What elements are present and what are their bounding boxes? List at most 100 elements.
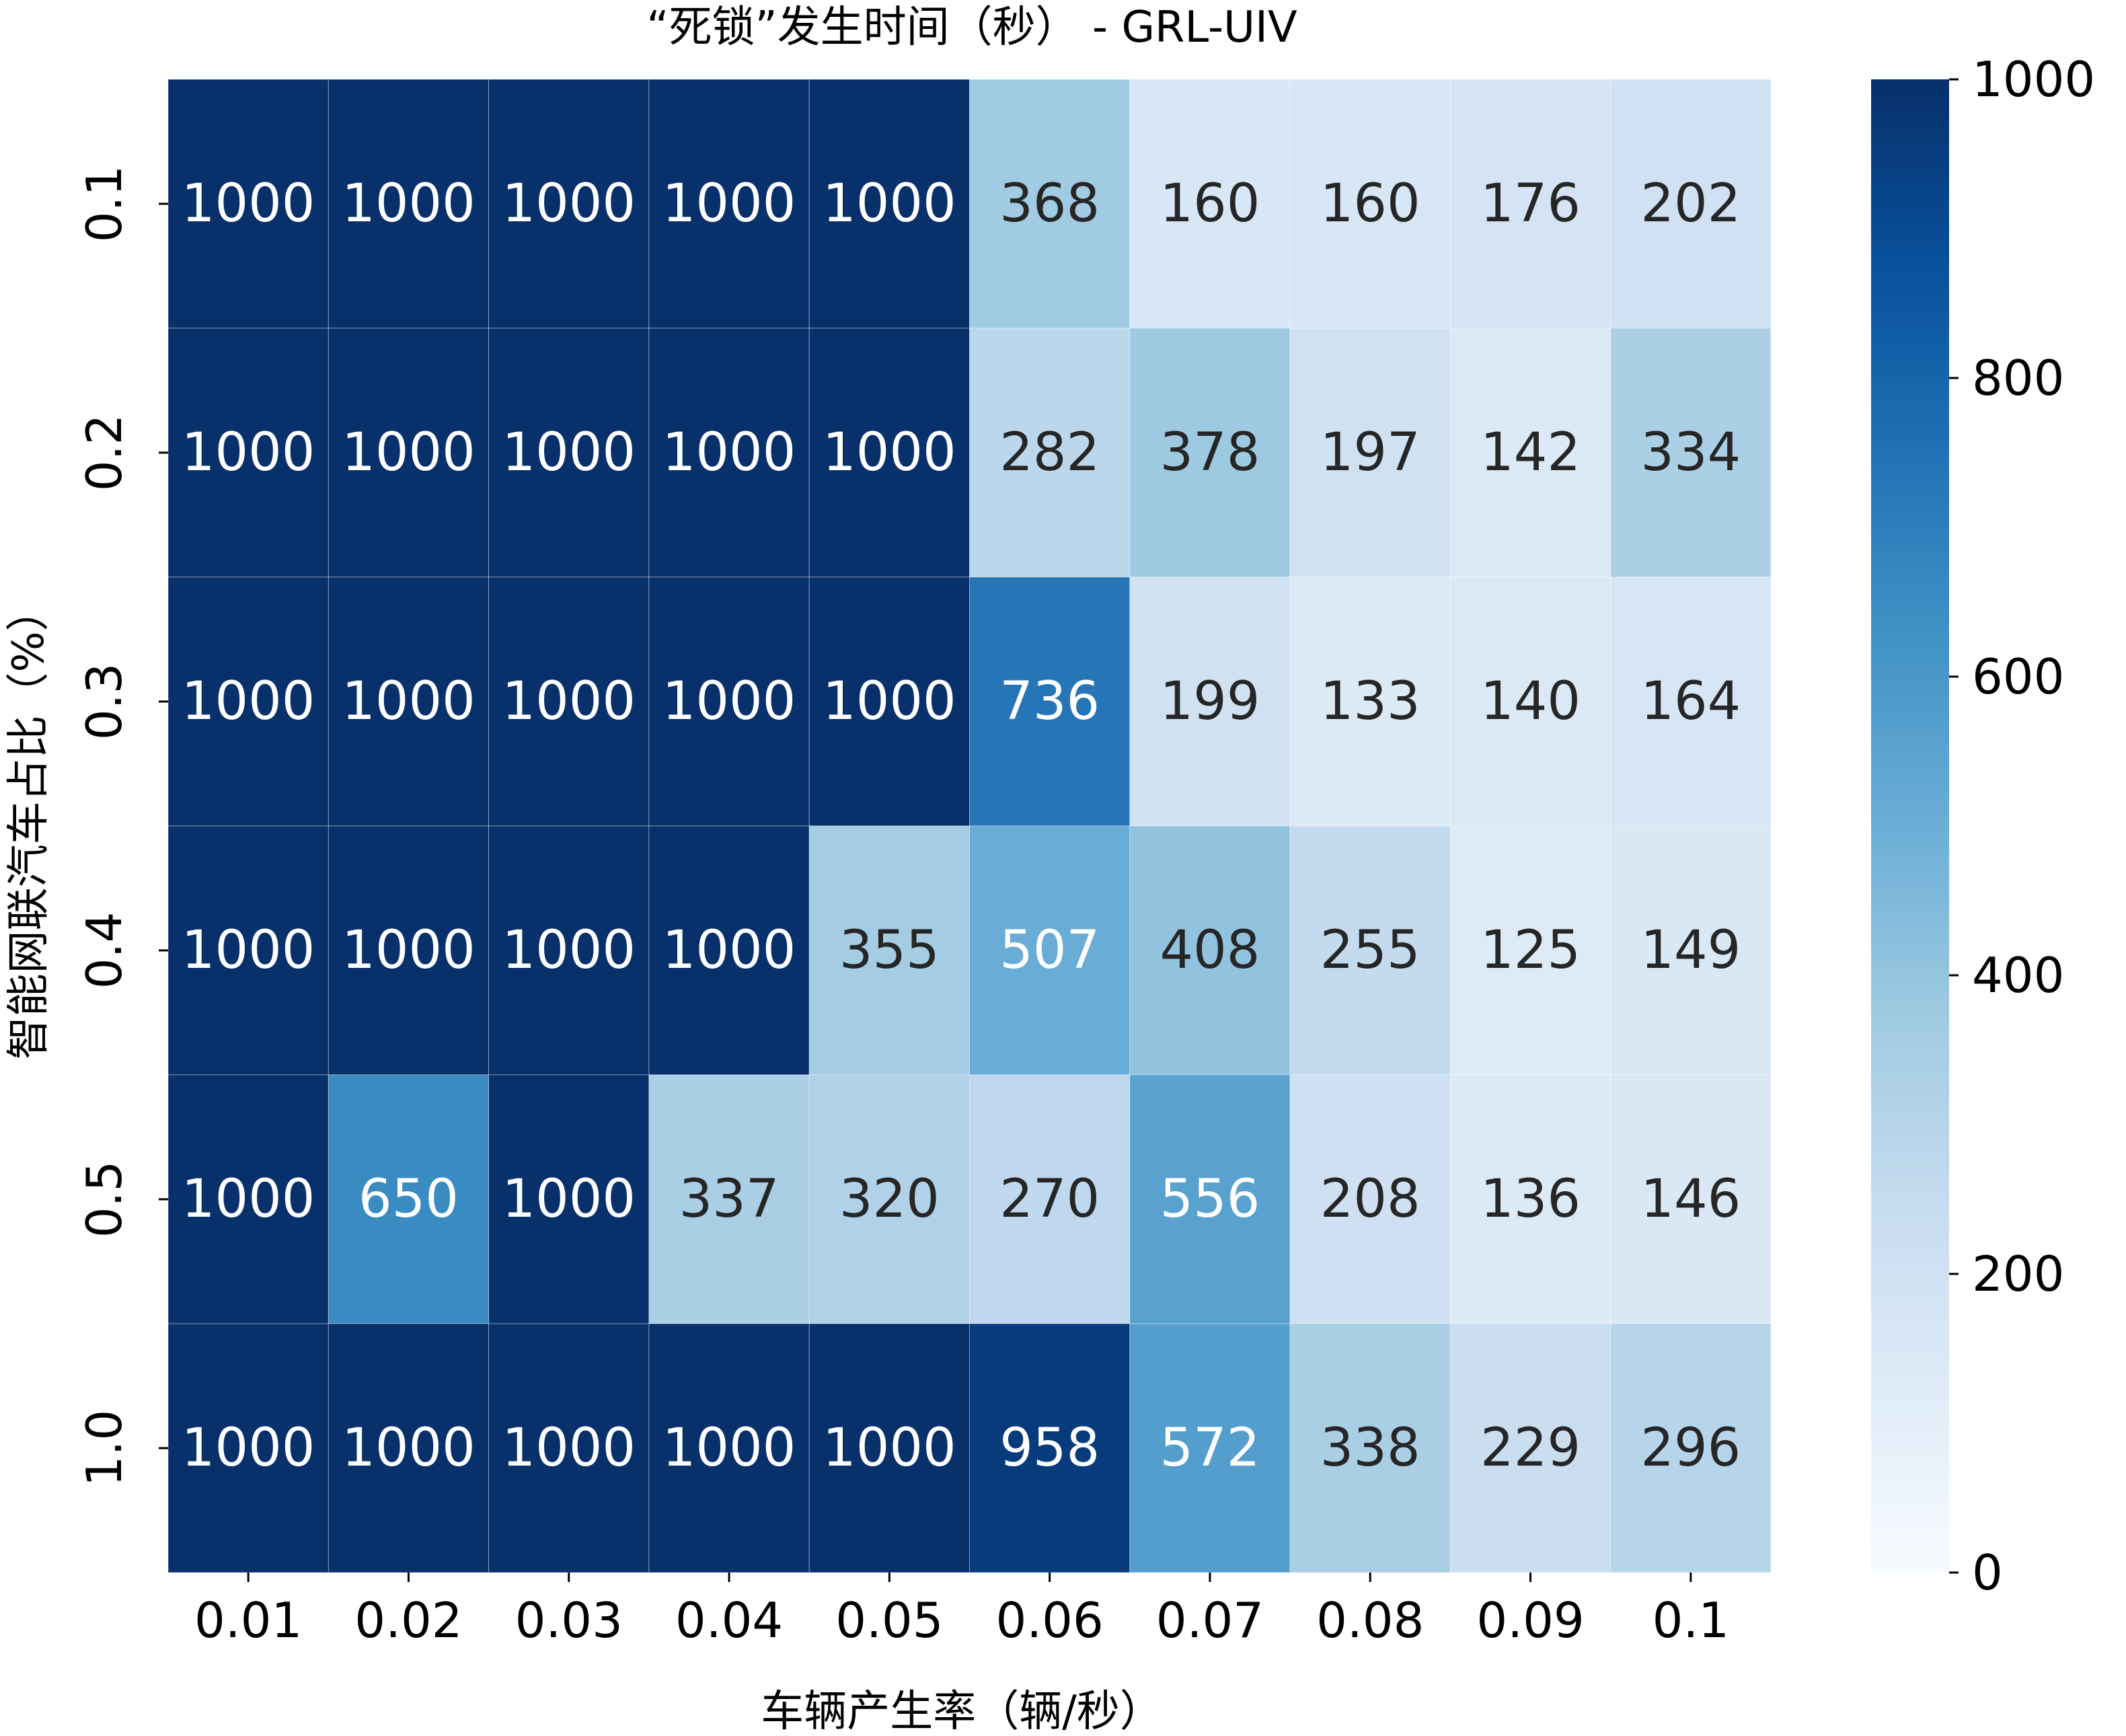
heatmap-cell <box>488 328 650 578</box>
heatmap-cell <box>1610 825 1772 1075</box>
cell-value-label: 1000 <box>182 422 315 483</box>
y-axis-label: 智能网联汽车占比（%） <box>4 589 54 1060</box>
cell-value-label: 140 <box>1480 671 1581 732</box>
cell-value-label: 202 <box>1640 174 1741 234</box>
heatmap-cell <box>1129 576 1291 827</box>
cell-value-label: 296 <box>1640 1418 1741 1478</box>
heatmap-cell <box>1289 825 1451 1075</box>
heatmap-cell <box>167 79 329 329</box>
heatmap-cell <box>328 79 489 329</box>
heatmap-cell <box>1610 576 1772 827</box>
cell-value-label: 1000 <box>182 174 315 234</box>
cell-value-label: 1000 <box>342 422 476 483</box>
heatmap-cell <box>328 1074 489 1324</box>
heatmap-cell <box>488 576 650 827</box>
cell-value-label: 1000 <box>662 671 796 732</box>
cell-value-label: 1000 <box>662 920 796 981</box>
colorbar: 0 200 400 600 800 1000 <box>1871 51 2095 1601</box>
y-axis: 0.1 0.2 0.3 0.4 0.5 1.0 <box>76 165 168 1487</box>
x-axis: 0.01 0.02 0.03 0.04 0.05 0.06 0.07 0.08 0.09 0.1 <box>194 1573 1729 1649</box>
heatmap-cell <box>808 1074 970 1324</box>
cell-value-label: 1000 <box>502 920 636 981</box>
cell-value-label: 1000 <box>342 671 476 732</box>
heatmap-cell <box>1449 1323 1611 1573</box>
heatmap-cell <box>1449 1074 1611 1324</box>
cell-value-label: 1000 <box>182 920 315 981</box>
heatmap-cell <box>969 1323 1131 1573</box>
cell-value-label: 146 <box>1640 1169 1741 1230</box>
colorbar-gradient <box>1871 79 1949 1573</box>
heatmap-cell <box>808 576 970 827</box>
colorbar-tick-label: 1000 <box>1972 51 2095 108</box>
heatmap-cell <box>969 825 1131 1075</box>
heatmap-cell <box>1449 576 1611 827</box>
cell-value-label: 136 <box>1480 1169 1581 1230</box>
cell-value-label: 229 <box>1480 1418 1581 1478</box>
heatmap-cell <box>167 825 329 1075</box>
x-tick-label: 0.01 <box>194 1592 302 1649</box>
cell-value-label: 572 <box>1160 1418 1260 1478</box>
y-tick-label: 0.4 <box>76 912 132 989</box>
heatmap-cell <box>648 328 810 578</box>
heatmap-cell <box>1610 328 1772 578</box>
heatmap-cell <box>1610 1074 1772 1324</box>
heatmap-cell <box>648 1074 810 1324</box>
heatmap-cell <box>969 576 1131 827</box>
cell-value-label: 270 <box>999 1169 1100 1230</box>
heatmap-cell <box>1129 1323 1291 1573</box>
cell-value-label: 199 <box>1160 671 1260 732</box>
cell-value-label: 142 <box>1480 422 1581 483</box>
colorbar-tick-label: 600 <box>1972 648 2064 705</box>
cell-value-label: 320 <box>839 1169 940 1230</box>
x-tick-label: 0.06 <box>995 1592 1103 1649</box>
heatmap-cell <box>808 1323 970 1573</box>
heatmap-cell <box>969 1074 1131 1324</box>
x-tick-label: 0.08 <box>1316 1592 1424 1649</box>
heatmap-cell <box>648 1323 810 1573</box>
cell-value-label: 650 <box>358 1169 459 1230</box>
cell-value-label: 337 <box>679 1169 780 1230</box>
cell-value-label: 1000 <box>502 671 636 732</box>
colorbar-tick-label: 0 <box>1972 1544 2003 1601</box>
colorbar-tick-label: 200 <box>1972 1246 2064 1302</box>
y-tick-label: 0.5 <box>76 1161 132 1238</box>
heatmap-cell <box>808 825 970 1075</box>
cell-value-label: 556 <box>1160 1169 1260 1230</box>
cell-value-label: 160 <box>1160 174 1260 234</box>
heatmap-cell <box>1449 328 1611 578</box>
cell-value-label: 334 <box>1640 422 1741 483</box>
cell-value-label: 1000 <box>662 1418 796 1478</box>
x-tick-label: 0.07 <box>1156 1592 1264 1649</box>
heatmap-cell <box>808 79 970 329</box>
x-tick-label: 0.02 <box>354 1592 462 1649</box>
heatmap-cell <box>167 576 329 827</box>
cell-value-label: 355 <box>839 920 940 981</box>
cell-value-label: 1000 <box>502 1418 636 1478</box>
x-tick-label: 0.04 <box>675 1592 783 1649</box>
cell-value-label: 1000 <box>502 1169 636 1230</box>
heatmap-cell <box>1129 1074 1291 1324</box>
cell-value-label: 958 <box>999 1418 1100 1478</box>
x-axis-label: 车辆产生率（辆/秒） <box>761 1687 1163 1736</box>
heatmap-cell <box>488 79 650 329</box>
y-tick-label: 1.0 <box>76 1410 132 1487</box>
cell-value-label: 208 <box>1320 1169 1420 1230</box>
cell-value-label: 1000 <box>342 174 476 234</box>
heatmap-cell <box>1129 825 1291 1075</box>
colorbar-tick-label: 800 <box>1972 350 2064 406</box>
cell-value-label: 368 <box>999 174 1100 234</box>
cell-value-label: 1000 <box>823 174 956 234</box>
cell-value-label: 378 <box>1160 422 1260 483</box>
cell-value-label: 125 <box>1480 920 1581 981</box>
cell-value-label: 338 <box>1320 1418 1420 1478</box>
cell-value-label: 1000 <box>182 1418 315 1478</box>
cell-value-label: 736 <box>999 671 1100 732</box>
cell-value-label: 282 <box>999 422 1100 483</box>
cell-value-label: 1000 <box>502 422 636 483</box>
heatmap-cell <box>167 1323 329 1573</box>
x-tick-label: 0.09 <box>1476 1592 1584 1649</box>
heatmap-cell <box>1289 79 1451 329</box>
cell-value-label: 507 <box>999 920 1100 981</box>
colorbar-ticks: 0 200 400 600 800 1000 <box>1949 51 2095 1601</box>
heatmap-cell <box>648 825 810 1075</box>
